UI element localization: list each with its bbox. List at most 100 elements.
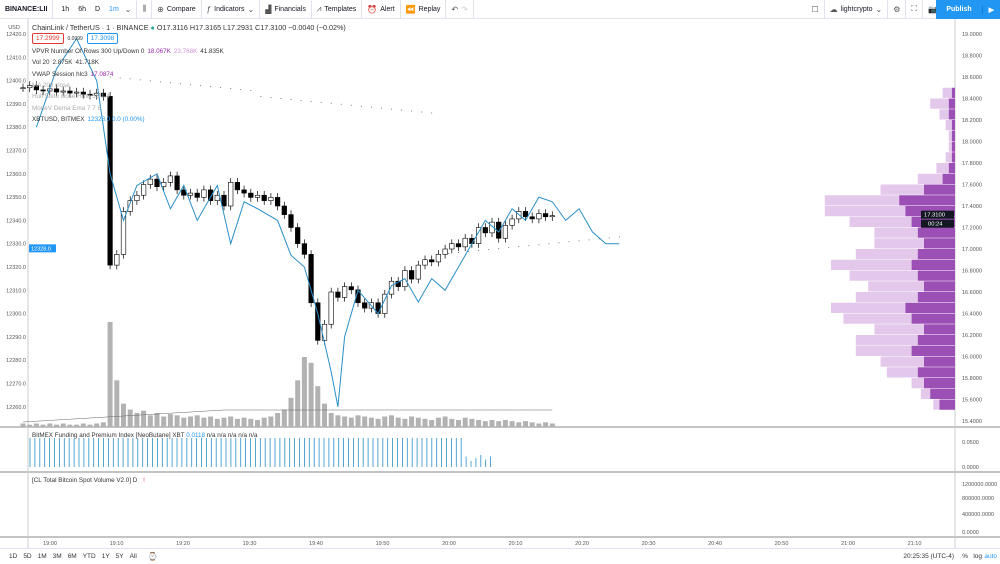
vwap-dot bbox=[220, 87, 222, 89]
vwap-dot bbox=[508, 247, 510, 249]
log-toggle[interactable]: log bbox=[973, 553, 982, 560]
range-5d[interactable]: 5D bbox=[23, 553, 32, 560]
indicator-legend[interactable]: Hull Suite close Hma 55 1.4 bbox=[32, 93, 110, 100]
interval-1m[interactable]: 1m bbox=[109, 5, 119, 13]
goto-date-icon[interactable]: ⌚ bbox=[147, 552, 158, 561]
compare-button[interactable]: ⊕ Compare bbox=[152, 0, 202, 19]
indicator-value: 41.835K bbox=[200, 48, 224, 55]
publish-button[interactable]: Publish ▶ bbox=[936, 0, 1000, 19]
chevron-down-icon[interactable]: ⌄ bbox=[124, 4, 132, 14]
bid-price[interactable]: 17.2999 bbox=[32, 33, 64, 44]
replay-button[interactable]: ⏪ Replay bbox=[401, 0, 447, 19]
range-all[interactable]: All bbox=[129, 553, 137, 560]
candle-body bbox=[20, 87, 26, 90]
templates-label: Templates bbox=[324, 5, 357, 13]
indicator-label: Vol 20 bbox=[32, 59, 50, 67]
volume-profile-bar-down bbox=[880, 184, 924, 195]
volume-profile-bar-up bbox=[911, 259, 955, 270]
range-3m[interactable]: 3M bbox=[52, 553, 62, 560]
warning-icon[interactable]: ! bbox=[143, 477, 145, 484]
candle-body bbox=[542, 213, 549, 218]
indicator-legend[interactable]: XBTUSD, BITMEX 12328.0 0.0 (0.00%) bbox=[32, 116, 145, 123]
templates-button[interactable]: ⩘ Templates bbox=[312, 0, 363, 19]
candle-body bbox=[228, 182, 234, 207]
volume-profile-bar-down bbox=[948, 130, 952, 141]
settings-button[interactable]: ⚙ bbox=[888, 0, 907, 19]
interval-6h[interactable]: 6h bbox=[78, 5, 86, 13]
funding-axis-tick: 0.0000 bbox=[962, 465, 979, 471]
spot-volume-legend: [CL Total Bitcoin Spot Volume V2.0] D ! bbox=[32, 477, 145, 484]
volume-bar bbox=[188, 416, 193, 427]
volume-profile-bar-down bbox=[886, 367, 918, 378]
symbol-title: ChainLink / TetherUS · 1 · BINANCE bbox=[32, 23, 149, 32]
vwap-dot bbox=[300, 99, 302, 101]
indicator-legend[interactable]: MoneV Dema Ema 7 7 8 bbox=[32, 105, 101, 112]
user-menu[interactable]: ☁ lightcrypto ⌄ bbox=[825, 0, 889, 19]
candle-body bbox=[462, 237, 468, 248]
range-ytd[interactable]: YTD bbox=[82, 553, 96, 560]
range-1y[interactable]: 1Y bbox=[101, 553, 110, 560]
interval-d[interactable]: D bbox=[94, 5, 101, 13]
indicator-legend[interactable]: VPVR Number Of Rows 300 Up/Down 0 18.067K… bbox=[32, 48, 224, 55]
vwap-dot bbox=[431, 112, 433, 114]
left-price-tag bbox=[29, 244, 56, 253]
vwap-dot bbox=[179, 83, 181, 85]
volume-bar bbox=[315, 386, 321, 427]
range-6m[interactable]: 6M bbox=[67, 553, 77, 560]
time-axis-tick: 20:10 bbox=[509, 541, 523, 547]
volume-bar bbox=[208, 416, 214, 427]
interval-1h[interactable]: 1h bbox=[61, 5, 70, 13]
fullscreen-button[interactable]: ⛶ bbox=[906, 0, 924, 19]
percent-toggle[interactable]: % bbox=[962, 553, 968, 560]
indicator-legend[interactable]: Vol 20 2.875K 41.718K bbox=[32, 59, 99, 66]
funding-na: n/a n/a n/a n/a n/a bbox=[206, 432, 258, 439]
redo-icon[interactable]: ↷ bbox=[461, 4, 468, 14]
vwap-dot bbox=[310, 100, 312, 102]
range-1m[interactable]: 1M bbox=[37, 553, 47, 560]
volume-profile-bar-up bbox=[924, 184, 955, 195]
volume-profile-bar-up bbox=[924, 281, 955, 292]
time-axis-tick: 19:00 bbox=[43, 541, 57, 547]
layout-button[interactable]: ☐ bbox=[806, 0, 825, 19]
candle-body bbox=[80, 91, 86, 95]
volume-profile-bar-up bbox=[917, 249, 955, 260]
alert-button[interactable]: ⏰ Alert bbox=[362, 0, 401, 19]
range-5y[interactable]: 5Y bbox=[115, 553, 124, 560]
financials-button[interactable]: ▟ Financials bbox=[260, 0, 312, 19]
volume-profile-bar-up bbox=[924, 378, 955, 389]
chart-type-button[interactable]: ⫼ bbox=[137, 0, 153, 19]
symbol-label: BINANCE:LII bbox=[5, 5, 48, 13]
volume-profile-bar-up bbox=[924, 324, 955, 335]
vwap-dot bbox=[230, 88, 232, 90]
right-axis-tick: 16.2000 bbox=[962, 333, 982, 339]
volume-bar bbox=[20, 423, 26, 427]
auto-toggle[interactable]: auto bbox=[984, 553, 997, 560]
volume-profile-bar-down bbox=[939, 109, 949, 120]
time-axis-tick: 19:30 bbox=[243, 541, 257, 547]
volume-bar bbox=[355, 415, 361, 427]
vwap-dot bbox=[240, 89, 242, 91]
volume-profile-bar-down bbox=[868, 281, 924, 292]
undo-icon[interactable]: ↶ bbox=[451, 4, 459, 14]
indicator-legend[interactable]: MA 200 close bbox=[32, 82, 70, 89]
indicators-button[interactable]: ƒ Indicators ⌄ bbox=[202, 0, 261, 19]
volume-bar bbox=[40, 424, 46, 427]
candle-body bbox=[295, 227, 301, 244]
ask-price[interactable]: 17.3098 bbox=[86, 33, 119, 44]
right-axis-tick: 17.6000 bbox=[962, 183, 982, 189]
volume-profile-bar-down bbox=[945, 120, 952, 131]
volume-bar bbox=[275, 413, 281, 427]
volume-profile-bar-down bbox=[874, 238, 924, 249]
volume-bar bbox=[234, 418, 240, 427]
candle-body bbox=[449, 243, 455, 250]
range-1d[interactable]: 1D bbox=[9, 553, 18, 560]
spot-axis-tick: 1200000.0000 bbox=[962, 482, 997, 488]
symbol-search[interactable]: BINANCE:LII bbox=[0, 0, 54, 19]
candle-body bbox=[120, 211, 127, 255]
indicator-legend[interactable]: VWAP Session hlc3 17.0874 bbox=[32, 71, 113, 78]
volume-bar bbox=[174, 415, 180, 427]
volume-profile-bar-up bbox=[948, 109, 955, 120]
volume-bar bbox=[342, 416, 348, 427]
vwap-dot bbox=[498, 248, 500, 250]
